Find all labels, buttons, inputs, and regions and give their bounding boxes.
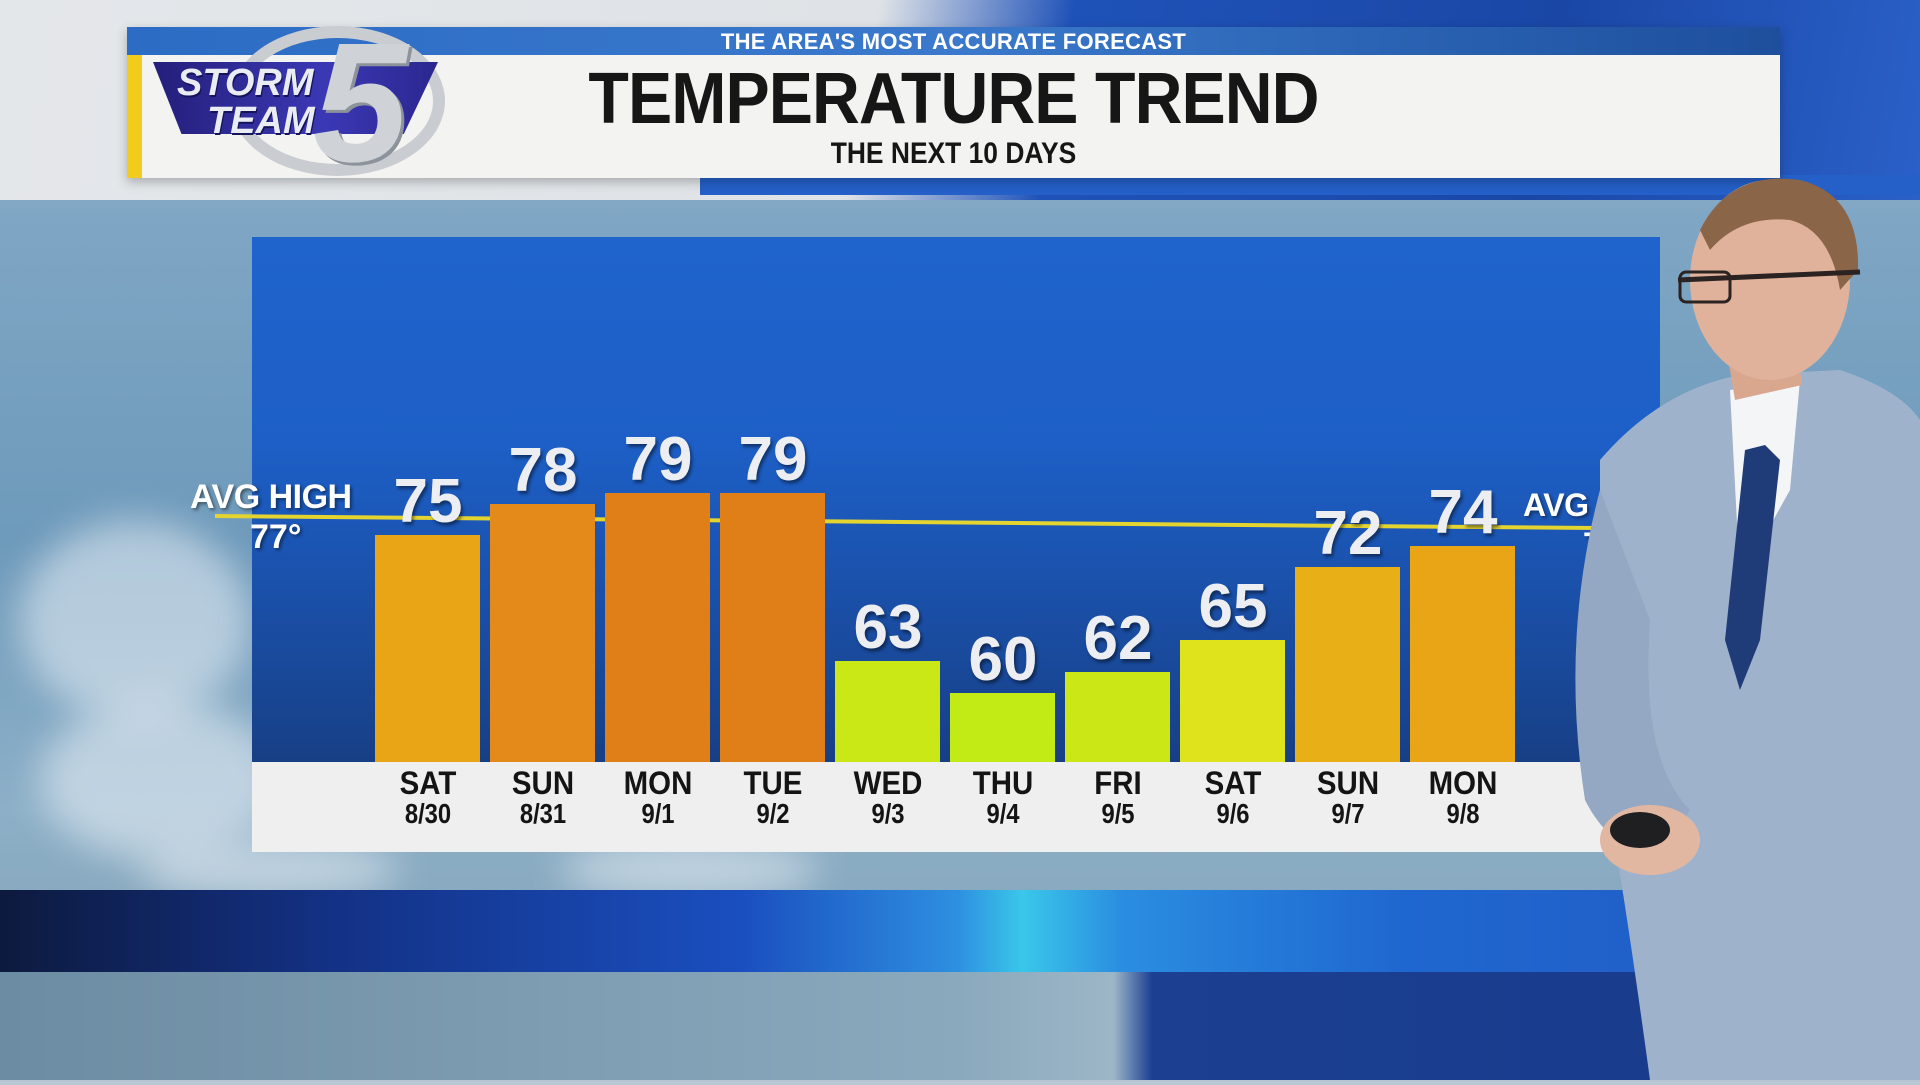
temperature-bar bbox=[1180, 640, 1285, 762]
temperature-value: 62 bbox=[1083, 603, 1153, 673]
temperature-bar bbox=[375, 535, 480, 762]
day-name: FRI bbox=[1094, 765, 1142, 801]
day-date: 9/7 bbox=[1331, 798, 1365, 829]
day-label: WED 9/3 bbox=[818, 766, 958, 828]
temperature-bar bbox=[835, 661, 940, 762]
day-name: MON bbox=[1428, 765, 1498, 801]
presenter bbox=[1540, 160, 1920, 1080]
avg-high-left-value: 77° bbox=[250, 518, 302, 556]
day-label: THU 9/4 bbox=[933, 766, 1073, 828]
day-label: MON 9/1 bbox=[588, 766, 728, 828]
day-date: 9/1 bbox=[641, 798, 675, 829]
day-date: 8/30 bbox=[404, 798, 452, 829]
bottom-band bbox=[0, 890, 1650, 972]
temperature-value: 79 bbox=[738, 425, 808, 494]
temperature-value: 65 bbox=[1198, 572, 1268, 641]
day-date: 9/8 bbox=[1446, 798, 1480, 829]
page-title: TEMPERATURE TREND bbox=[588, 59, 1319, 139]
temperature-value: 63 bbox=[853, 593, 923, 662]
day-date: 9/2 bbox=[756, 798, 790, 829]
day-label: SUN 8/31 bbox=[473, 766, 613, 828]
temperature-bar bbox=[1065, 671, 1170, 762]
day-label: SAT 8/30 bbox=[358, 766, 498, 828]
day-name: SUN bbox=[511, 765, 575, 801]
temperature-bar bbox=[950, 692, 1055, 762]
day-label: SUN 9/7 bbox=[1278, 766, 1418, 828]
banner-accent bbox=[127, 55, 142, 178]
day-label: MON 9/8 bbox=[1393, 766, 1533, 828]
temperature-value: 75 bbox=[393, 467, 463, 536]
logo-line2: TEAM bbox=[207, 100, 315, 142]
day-name: WED bbox=[853, 765, 923, 801]
day-date: 8/31 bbox=[519, 798, 567, 829]
temperature-bar bbox=[490, 503, 595, 762]
day-date: 9/6 bbox=[1216, 798, 1250, 829]
day-name: MON bbox=[623, 765, 693, 801]
day-date: 9/3 bbox=[871, 798, 905, 829]
cloud-decoration bbox=[20, 520, 250, 720]
temperature-bar bbox=[720, 493, 825, 762]
day-label: TUE 9/2 bbox=[703, 766, 843, 828]
page-subtitle: THE NEXT 10 DAYS bbox=[830, 137, 1077, 170]
day-name: SAT bbox=[399, 765, 457, 801]
day-label: SAT 9/6 bbox=[1163, 766, 1303, 828]
day-name: SAT bbox=[1204, 765, 1262, 801]
day-name: SUN bbox=[1316, 765, 1380, 801]
presenter-figure-icon bbox=[1575, 178, 1920, 1080]
day-name: THU bbox=[972, 765, 1034, 801]
day-date: 9/4 bbox=[986, 798, 1020, 829]
temperature-value: 74 bbox=[1428, 477, 1498, 547]
station-logo: 5 STORM TEAM bbox=[145, 18, 465, 188]
cloud-decoration bbox=[40, 700, 280, 860]
date-strip bbox=[252, 762, 1660, 852]
temperature-bar bbox=[1410, 545, 1515, 762]
avg-high-left-label: AVG HIGH bbox=[190, 478, 352, 516]
temperature-bar bbox=[1295, 566, 1400, 762]
top-background-stripe bbox=[700, 175, 1920, 195]
day-name: TUE bbox=[743, 765, 803, 801]
logo-line1: STORM bbox=[177, 62, 314, 104]
logo-band bbox=[153, 62, 438, 134]
day-label: FRI 9/5 bbox=[1048, 766, 1188, 828]
temperature-value: 72 bbox=[1313, 498, 1383, 568]
temperature-value: 79 bbox=[623, 425, 693, 494]
logo-number: 5 bbox=[313, 8, 408, 198]
temperature-value: 60 bbox=[968, 624, 1038, 694]
temperature-bar bbox=[605, 493, 710, 762]
temperature-value: 78 bbox=[508, 435, 578, 505]
day-date: 9/5 bbox=[1101, 798, 1135, 829]
lower-background bbox=[0, 972, 1920, 1080]
